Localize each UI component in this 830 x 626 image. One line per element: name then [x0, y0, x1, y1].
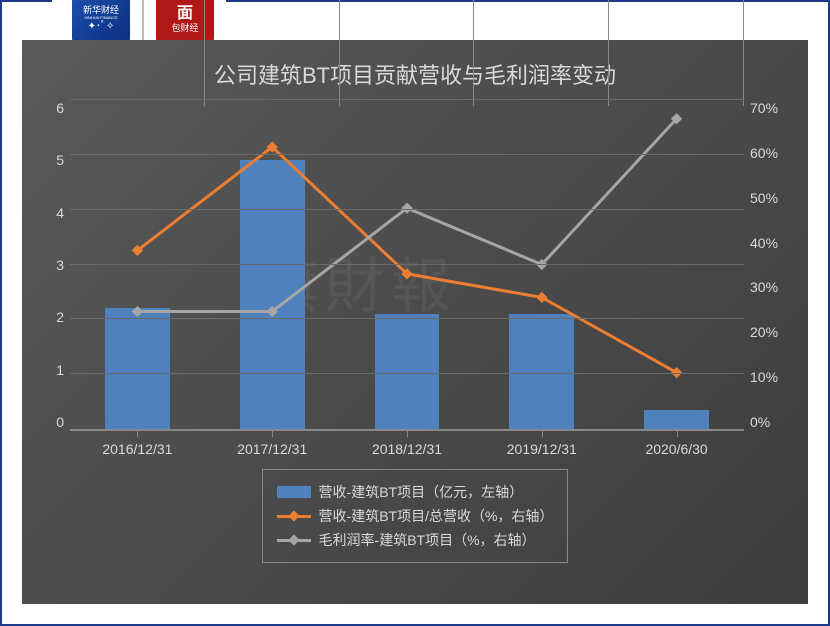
y-axis-right: 0% 10% 20% 30% 40% 50% 60% 70% — [744, 100, 790, 430]
y-left-tick: 4 — [40, 205, 64, 221]
x-tick: 2020/6/30 — [609, 431, 744, 457]
y-left-tick: 6 — [40, 100, 64, 116]
legend-item-line1: 营收-建筑BT项目/总营收（%，右轴） — [277, 506, 554, 526]
grid-line — [70, 154, 744, 155]
plot: 旗財報 — [70, 100, 744, 430]
chart-area: 公司建筑BT项目贡献营收与毛利润率变动 0 1 2 3 4 5 6 旗財報 0% 10% 20%… — [22, 40, 808, 604]
bars-layer — [70, 100, 744, 429]
bar — [105, 308, 170, 429]
x-tick: 2017/12/31 — [205, 431, 340, 457]
frame-border-segment — [2, 0, 52, 2]
y-right-tick: 20% — [750, 324, 790, 340]
bar — [375, 314, 440, 429]
legend-label: 营收-建筑BT项目/总营收（%，右轴） — [319, 506, 554, 526]
y-right-tick: 40% — [750, 235, 790, 251]
y-left-tick: 1 — [40, 362, 64, 378]
y-left-tick: 0 — [40, 414, 64, 430]
bar — [644, 410, 709, 429]
y-right-tick: 30% — [750, 279, 790, 295]
grid-line — [70, 209, 744, 210]
y-right-tick: 50% — [750, 190, 790, 206]
legend-swatch-line — [277, 515, 311, 518]
grid-line — [70, 373, 744, 374]
x-tick: 2018/12/31 — [340, 431, 475, 457]
legend-label: 毛利润率-建筑BT项目（%，右轴） — [319, 530, 536, 550]
legend-swatch-bar — [277, 486, 311, 498]
legend-item-bars: 营收-建筑BT项目（亿元，左轴） — [277, 482, 554, 502]
bar-slot — [474, 100, 609, 429]
y-left-tick: 5 — [40, 152, 64, 168]
bar — [509, 314, 574, 429]
grid-line — [70, 99, 744, 100]
bar-slot — [205, 100, 340, 429]
bar-slot — [340, 100, 475, 429]
y-right-tick: 70% — [750, 100, 790, 116]
bar-slot — [70, 100, 205, 429]
bar-slot — [609, 100, 744, 429]
y-left-tick: 3 — [40, 257, 64, 273]
plot-container: 0 1 2 3 4 5 6 旗財報 0% 10% 20% 30% 40% 50% 60% 70% — [40, 100, 790, 430]
chart-title: 公司建筑BT项目贡献营收与毛利润率变动 — [40, 58, 790, 90]
y-right-tick: 60% — [750, 145, 790, 161]
logo-subtext: XINHUA FINANCE — [84, 16, 118, 21]
logo-subtext: 包财经 — [171, 23, 198, 34]
logo-text: 面 — [177, 4, 193, 23]
y-right-tick: 10% — [750, 369, 790, 385]
y-right-tick: 0% — [750, 414, 790, 430]
logo-text: 新华财经 — [83, 5, 119, 16]
legend: 营收-建筑BT项目（亿元，左轴） 营收-建筑BT项目/总营收（%，右轴） 毛利润… — [262, 469, 569, 563]
y-left-tick: 2 — [40, 309, 64, 325]
outer-frame: 新华财经 XINHUA FINANCE ✦･ﾟ✧ 面 包财经 公司建筑BT项目贡… — [0, 0, 830, 626]
logo-divider — [142, 0, 144, 44]
grid-line — [70, 318, 744, 319]
legend-item-line2: 毛利润率-建筑BT项目（%，右轴） — [277, 530, 554, 550]
legend-swatch-line — [277, 539, 311, 542]
bar — [240, 160, 305, 429]
legend-label: 营收-建筑BT项目（亿元，左轴） — [319, 482, 524, 502]
frame-border-segment — [226, 0, 828, 2]
x-tick: 2019/12/31 — [474, 431, 609, 457]
grid-line — [70, 264, 744, 265]
x-tick: 2016/12/31 — [70, 431, 205, 457]
y-axis-left: 0 1 2 3 4 5 6 — [40, 100, 70, 430]
x-axis: 2016/12/312017/12/312018/12/312019/12/31… — [70, 430, 744, 457]
